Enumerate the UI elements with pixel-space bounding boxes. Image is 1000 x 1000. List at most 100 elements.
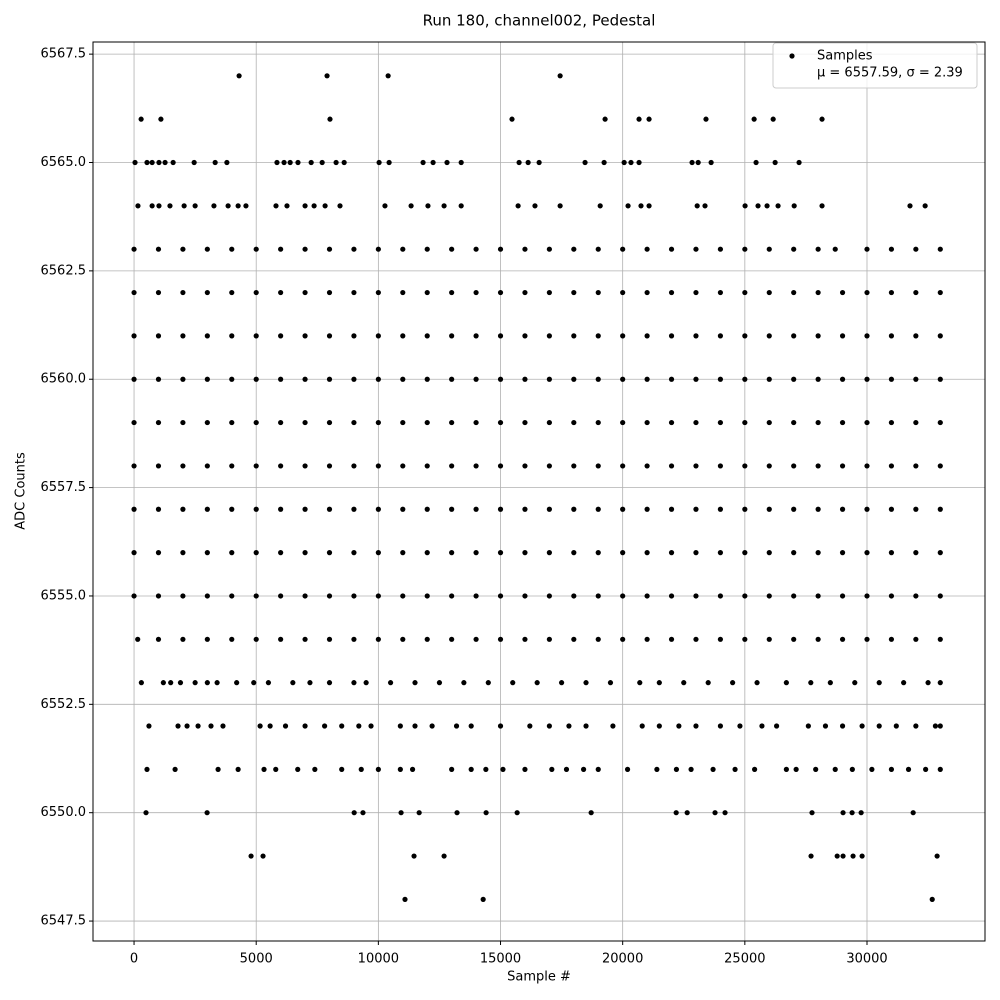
data-point (907, 203, 913, 209)
data-point (180, 463, 186, 469)
data-point (302, 289, 308, 296)
data-point (695, 159, 701, 166)
data-point (901, 680, 907, 686)
data-point (180, 376, 186, 382)
legend-marker (789, 53, 795, 59)
data-point (644, 463, 650, 469)
legend-box (772, 42, 978, 89)
data-point (400, 333, 406, 339)
data-point (158, 116, 164, 122)
data-point (449, 289, 455, 296)
data-point (764, 203, 770, 209)
data-point (813, 766, 819, 772)
data-point (913, 550, 919, 556)
data-point (184, 723, 190, 729)
data-point (766, 419, 772, 426)
data-point (204, 376, 210, 382)
data-point (473, 333, 479, 339)
data-point (473, 593, 479, 599)
data-point (204, 550, 210, 556)
data-point (791, 246, 797, 252)
data-point (180, 289, 186, 296)
data-point (458, 159, 464, 166)
data-point (473, 463, 479, 469)
y-tick-label: 6562.5 (41, 263, 87, 278)
data-point (620, 246, 626, 252)
data-point (522, 593, 528, 599)
data-point (636, 159, 642, 166)
data-point (791, 550, 797, 556)
data-point (668, 419, 675, 426)
data-point (766, 506, 772, 512)
data-point (131, 246, 137, 252)
data-point (522, 766, 528, 772)
data-point (180, 333, 186, 339)
data-point (815, 463, 821, 469)
x-axis-label: Sample # (507, 970, 571, 985)
data-point (424, 376, 430, 382)
data-point (864, 289, 870, 296)
data-point (668, 333, 675, 339)
data-point (693, 376, 699, 382)
data-point (937, 333, 943, 339)
data-point (253, 593, 259, 599)
data-point (546, 506, 552, 512)
data-point (375, 593, 381, 599)
data-point (522, 289, 528, 296)
data-point (840, 810, 846, 816)
data-point (644, 506, 650, 512)
data-point (815, 506, 821, 512)
data-point (922, 203, 928, 209)
data-point (815, 419, 821, 426)
data-point (656, 680, 662, 686)
data-point (351, 419, 357, 426)
data-point (424, 636, 430, 642)
data-point (204, 419, 210, 426)
data-point (722, 810, 728, 816)
data-point (668, 636, 675, 642)
data-point (644, 636, 650, 642)
data-point (839, 593, 846, 599)
data-point (864, 550, 870, 556)
data-point (424, 506, 430, 512)
data-point (693, 506, 699, 512)
data-point (248, 853, 254, 859)
data-point (571, 289, 577, 296)
data-point (549, 766, 555, 772)
chart-title: Run 180, channel002, Pedestal (423, 12, 656, 30)
data-point (775, 203, 781, 209)
data-point (278, 289, 284, 296)
data-point (913, 246, 919, 252)
data-point (497, 333, 504, 339)
data-point (937, 550, 943, 556)
data-point (888, 289, 895, 296)
y-tick-label: 6555.0 (41, 588, 87, 603)
data-point (281, 159, 287, 166)
data-point (832, 766, 838, 772)
data-point (424, 289, 430, 296)
data-point (595, 246, 601, 252)
data-point (449, 550, 455, 556)
data-point (595, 636, 601, 642)
data-point (351, 636, 357, 642)
data-point (913, 723, 919, 729)
data-point (204, 506, 210, 512)
data-point (468, 723, 474, 729)
data-point (737, 723, 743, 729)
data-point (620, 289, 626, 296)
data-point (753, 159, 759, 166)
data-point (326, 333, 333, 339)
data-point (910, 810, 916, 816)
data-point (386, 159, 392, 166)
data-point (717, 246, 724, 252)
data-point (326, 550, 333, 556)
data-point (155, 550, 162, 556)
data-point (253, 333, 259, 339)
data-point (473, 289, 479, 296)
data-point (473, 376, 479, 382)
data-point (131, 593, 137, 599)
data-point (400, 376, 406, 382)
data-point (742, 419, 748, 426)
data-point (302, 376, 308, 382)
